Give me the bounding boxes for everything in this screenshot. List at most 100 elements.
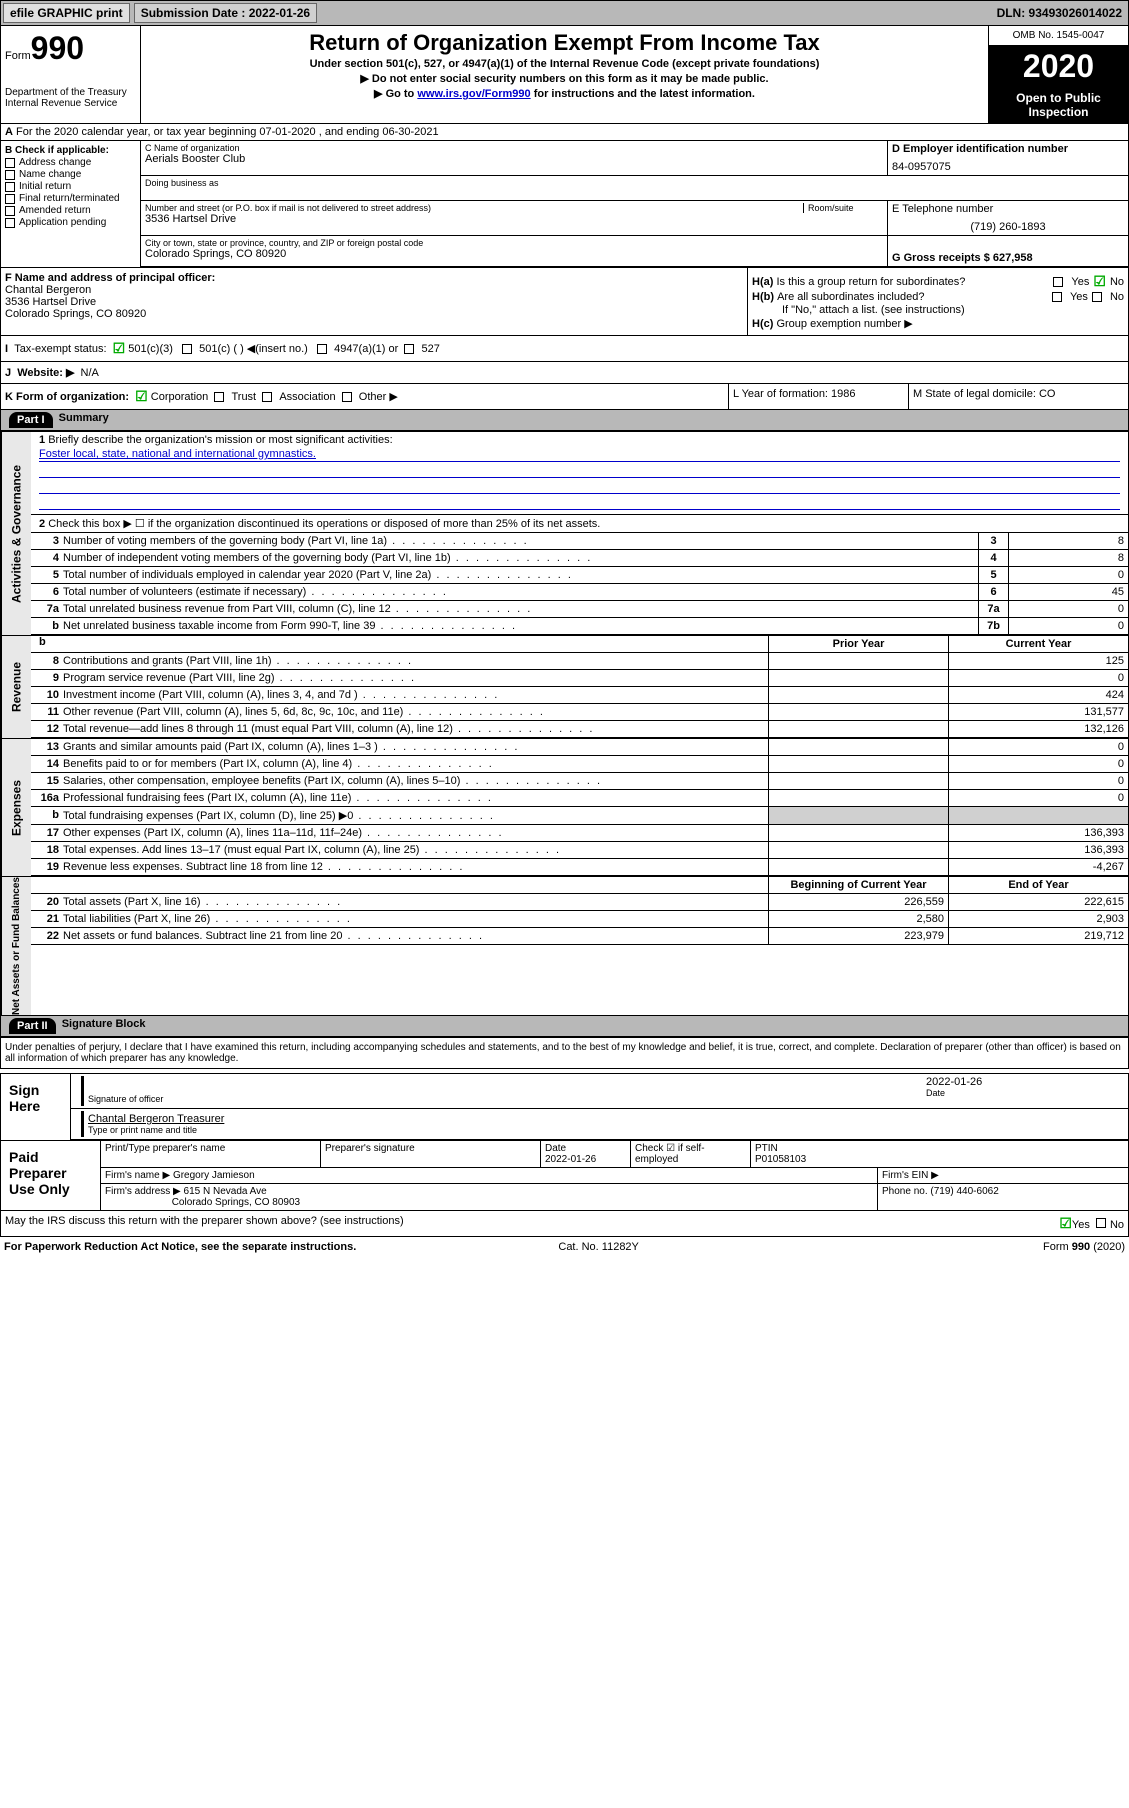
k-label: K Form of organization: — [5, 391, 129, 403]
opt-assoc: Association — [279, 391, 335, 403]
part2-header: Part II — [9, 1018, 56, 1034]
checkbox-icon[interactable] — [404, 344, 414, 354]
check-name[interactable]: Name change — [5, 169, 136, 180]
q1-mission: 1 Briefly describe the organization's mi… — [31, 432, 1128, 515]
summary-row: 17 Other expenses (Part IX, column (A), … — [31, 825, 1128, 842]
website-value: N/A — [81, 367, 99, 379]
header-center: Return of Organization Exempt From Incom… — [141, 26, 988, 123]
name-label: C Name of organization — [145, 143, 883, 153]
summary-row: 4 Number of independent voting members o… — [31, 550, 1128, 567]
form-version: Form 990 (2020) — [1043, 1241, 1125, 1253]
row-value: 8 — [1008, 550, 1128, 566]
summary-row: 13 Grants and similar amounts paid (Part… — [31, 739, 1128, 756]
prior-value — [768, 756, 948, 772]
summary-row: 19 Revenue less expenses. Subtract line … — [31, 859, 1128, 876]
part1-label: Part I Summary — [1, 410, 1128, 431]
website-label: Website: ▶ — [17, 367, 74, 379]
sig-officer-row: Signature of officer 2022-01-26 Date — [71, 1074, 1128, 1109]
row-value: 0 — [1008, 601, 1128, 617]
checkbox-icon[interactable] — [262, 392, 272, 402]
paid-preparer-label: Paid Preparer Use Only — [1, 1141, 101, 1210]
checkbox-icon[interactable] — [182, 344, 192, 354]
row-label: Number of voting members of the governin… — [61, 533, 978, 549]
submission-date: Submission Date : 2022-01-26 — [134, 3, 317, 23]
vert-exp: Expenses — [1, 739, 31, 876]
check-initial[interactable]: Initial return — [5, 181, 136, 192]
k-state: M State of legal domicile: CO — [908, 384, 1128, 409]
row-k-formation: K Form of organization: ☑ Corporation Tr… — [0, 384, 1129, 410]
current-value: 131,577 — [948, 704, 1128, 720]
activities-governance-grid: Activities & Governance 1 Briefly descri… — [0, 432, 1129, 636]
check-pending[interactable]: Application pending — [5, 217, 136, 228]
check-amended[interactable]: Amended return — [5, 205, 136, 216]
row-num: 16a — [31, 790, 61, 806]
header-right: OMB No. 1545-0047 2020 Open to Public In… — [988, 26, 1128, 123]
expenses-grid: Expenses 13 Grants and similar amounts p… — [0, 739, 1129, 877]
h-c-row: H(c) Group exemption number ▶ — [752, 317, 1124, 330]
row-label: Program service revenue (Part VIII, line… — [61, 670, 768, 686]
checkbox-icon[interactable] — [1052, 292, 1062, 302]
officer-city: Colorado Springs, CO 80920 — [5, 308, 743, 320]
dba-cell: Doing business as — [141, 176, 1128, 201]
summary-row: 15 Salaries, other compensation, employe… — [31, 773, 1128, 790]
row-label: Net unrelated business taxable income fr… — [61, 618, 978, 634]
summary-row: 10 Investment income (Part VIII, column … — [31, 687, 1128, 704]
row-num: 3 — [31, 533, 61, 549]
row-label: Total liabilities (Part X, line 26) — [61, 911, 768, 927]
paid-preparer-grid: Paid Preparer Use Only Print/Type prepar… — [0, 1141, 1129, 1211]
header-left: Form990 Department of the Treasury Inter… — [1, 26, 141, 123]
row-box: 3 — [978, 533, 1008, 549]
irs-link[interactable]: www.irs.gov/Form990 — [417, 88, 530, 100]
checkbox-icon — [5, 170, 15, 180]
summary-row: 14 Benefits paid to or for members (Part… — [31, 756, 1128, 773]
ha-checks: Yes ☑No — [1053, 273, 1124, 290]
row-label: Total expenses. Add lines 13–17 (must eq… — [61, 842, 768, 858]
prep-row2: Firm's name ▶ Gregory Jamieson Firm's EI… — [101, 1168, 1128, 1184]
row-label: Total number of individuals employed in … — [61, 567, 978, 583]
row-label: Number of independent voting members of … — [61, 550, 978, 566]
section-b-to-g: B Check if applicable: Address change Na… — [0, 141, 1129, 268]
current-value: 0 — [948, 739, 1128, 755]
officer-name: Chantal Bergeron — [5, 284, 743, 296]
prior-value — [768, 670, 948, 686]
summary-row: 16a Professional fundraising fees (Part … — [31, 790, 1128, 807]
revenue-grid: Revenue b Prior Year Current Year 8 Cont… — [0, 636, 1129, 739]
checkbox-icon[interactable] — [1092, 292, 1102, 302]
vert-rev: Revenue — [1, 636, 31, 738]
org-name-row: C Name of organization Aerials Booster C… — [141, 141, 1128, 176]
check-address[interactable]: Address change — [5, 157, 136, 168]
k-year: L Year of formation: 1986 — [728, 384, 908, 409]
k-left: K Form of organization: ☑ Corporation Tr… — [1, 384, 728, 409]
dln-label: DLN: 93493026014022 — [997, 6, 1126, 20]
checkbox-icon[interactable] — [214, 392, 224, 402]
checkbox-icon[interactable] — [342, 392, 352, 402]
part2-label: Part II Signature Block — [1, 1016, 1128, 1037]
row-j-website: J Website: ▶ N/A — [0, 362, 1129, 384]
row-label: Professional fundraising fees (Part IX, … — [61, 790, 768, 806]
header-sub2: ▶ Do not enter social security numbers o… — [149, 72, 980, 85]
discuss-checks: ☑Yes No — [1059, 1215, 1124, 1232]
exp-content: 13 Grants and similar amounts paid (Part… — [31, 739, 1128, 876]
checkbox-icon[interactable] — [317, 344, 327, 354]
sign-here-grid: Sign Here Signature of officer 2022-01-2… — [0, 1073, 1129, 1141]
na-content: Beginning of Current Year End of Year 20… — [31, 877, 1128, 1015]
firm-name-cell: Firm's name ▶ Gregory Jamieson — [101, 1168, 878, 1183]
row-box: 7b — [978, 618, 1008, 634]
phone-cell: E Telephone number (719) 260-1893 — [888, 201, 1128, 235]
row-box: 6 — [978, 584, 1008, 600]
summary-row: 5 Total number of individuals employed i… — [31, 567, 1128, 584]
summary-row: 21 Total liabilities (Part X, line 26) 2… — [31, 911, 1128, 928]
prep-right: Print/Type preparer's name Preparer's si… — [101, 1141, 1128, 1210]
firm-addr-cell: Firm's address ▶ 615 N Nevada Ave Colora… — [101, 1184, 878, 1210]
form-word: Form — [5, 50, 31, 62]
col-b-checkboxes: B Check if applicable: Address change Na… — [1, 141, 141, 267]
b-label: B Check if applicable: — [5, 145, 136, 156]
checkbox-icon[interactable] — [1053, 277, 1063, 287]
checkbox-icon[interactable] — [1096, 1218, 1106, 1228]
row-num: 13 — [31, 739, 61, 755]
sig-date-cell: 2022-01-26 Date — [926, 1076, 1126, 1106]
part1-header: Part I — [9, 412, 53, 428]
check-final[interactable]: Final return/terminated — [5, 193, 136, 204]
efile-print-button[interactable]: efile GRAPHIC print — [3, 3, 130, 23]
emp-label: D Employer identification number — [892, 143, 1124, 155]
